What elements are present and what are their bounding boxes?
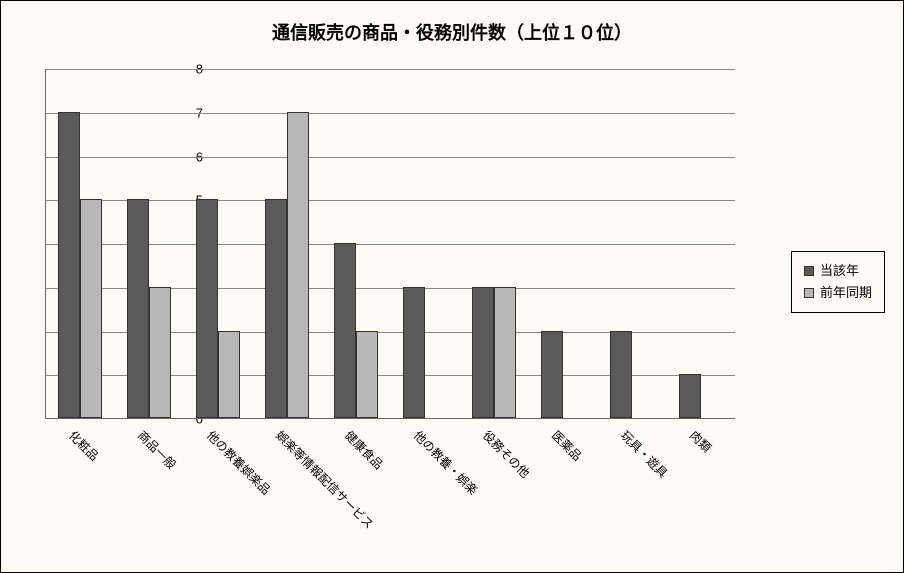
- bar-current: [127, 199, 149, 418]
- bar-prev: [287, 112, 309, 418]
- bar-prev: [149, 287, 171, 418]
- category-group: 化粧品: [46, 69, 115, 418]
- bar-current: [334, 243, 356, 418]
- x-axis-label: 健康食品: [341, 427, 387, 473]
- bar-current: [472, 287, 494, 418]
- x-axis-label: 役務その他: [479, 427, 533, 481]
- legend-label-1: 前年同期: [820, 282, 872, 304]
- category-group: 他の教養・娯楽: [391, 69, 460, 418]
- bar-current: [196, 199, 218, 418]
- bar-prev: [356, 331, 378, 419]
- x-axis-label: 化粧品: [66, 427, 103, 464]
- bars-wrap: 化粧品商品一般他の教養娯楽品娯楽等情報配信サービス健康食品他の教養・娯楽役務その…: [46, 69, 735, 418]
- bar-prev: [218, 331, 240, 419]
- legend-item-0: 当該年: [804, 260, 872, 282]
- x-axis-label: 肉類: [686, 427, 715, 456]
- x-axis-label: 他の教養娯楽品: [203, 427, 274, 498]
- legend-item-1: 前年同期: [804, 282, 872, 304]
- legend-label-0: 当該年: [820, 260, 859, 282]
- category-group: 玩具・遊具: [597, 69, 666, 418]
- bar-current: [610, 331, 632, 419]
- x-axis-label: 玩具・遊具: [617, 427, 671, 481]
- category-group: 役務その他: [459, 69, 528, 418]
- bar-current: [679, 374, 701, 418]
- x-axis-label: 商品一般: [135, 427, 181, 473]
- category-group: 商品一般: [115, 69, 184, 418]
- bar-prev: [494, 287, 516, 418]
- bar-current: [403, 287, 425, 418]
- plot-area: 化粧品商品一般他の教養娯楽品娯楽等情報配信サービス健康食品他の教養・娯楽役務その…: [45, 69, 735, 419]
- category-group: 娯楽等情報配信サービス: [253, 69, 322, 418]
- bar-current: [541, 331, 563, 419]
- category-group: 肉類: [666, 69, 735, 418]
- chart-title: 通信販売の商品・役務別件数（上位１０位）: [1, 1, 903, 45]
- bar-current: [265, 199, 287, 418]
- legend-swatch-0: [804, 266, 814, 276]
- chart-container: 通信販売の商品・役務別件数（上位１０位） 012345678 化粧品商品一般他の…: [0, 0, 904, 573]
- bar-current: [58, 112, 80, 418]
- category-group: 健康食品: [322, 69, 391, 418]
- legend: 当該年 前年同期: [791, 251, 885, 313]
- bar-prev: [80, 199, 102, 418]
- legend-swatch-1: [804, 288, 814, 298]
- category-group: 医薬品: [528, 69, 597, 418]
- category-group: 他の教養娯楽品: [184, 69, 253, 418]
- x-axis-label: 医薬品: [548, 427, 585, 464]
- x-axis-label: 他の教養・娯楽: [410, 427, 481, 498]
